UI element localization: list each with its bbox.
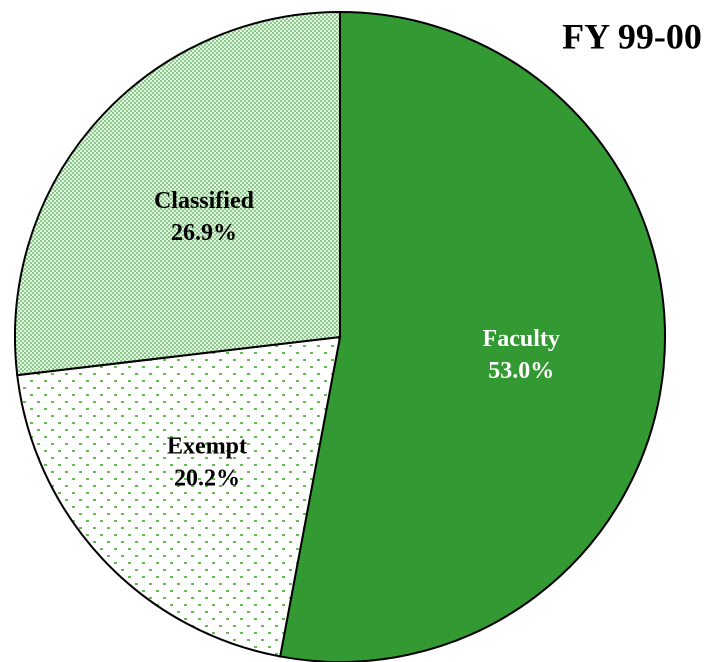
slice-value: 20.2% <box>174 465 240 491</box>
chart-title: FY 99-00 <box>562 16 702 56</box>
slice-label: Classified 26.9% <box>154 188 255 246</box>
pie-slice <box>278 10 667 662</box>
slice-value: 53.0% <box>488 358 554 384</box>
slice-category: Classified <box>154 188 255 214</box>
pie-slice <box>16 335 342 658</box>
slice-label: Faculty 53.0% <box>483 326 560 384</box>
slice-category: Exempt <box>167 433 247 459</box>
slice-value: 26.9% <box>171 220 237 246</box>
slice-label: Exempt 20.2% <box>167 433 247 491</box>
pie-slice <box>14 10 341 377</box>
slice-category: Faculty <box>483 326 560 352</box>
